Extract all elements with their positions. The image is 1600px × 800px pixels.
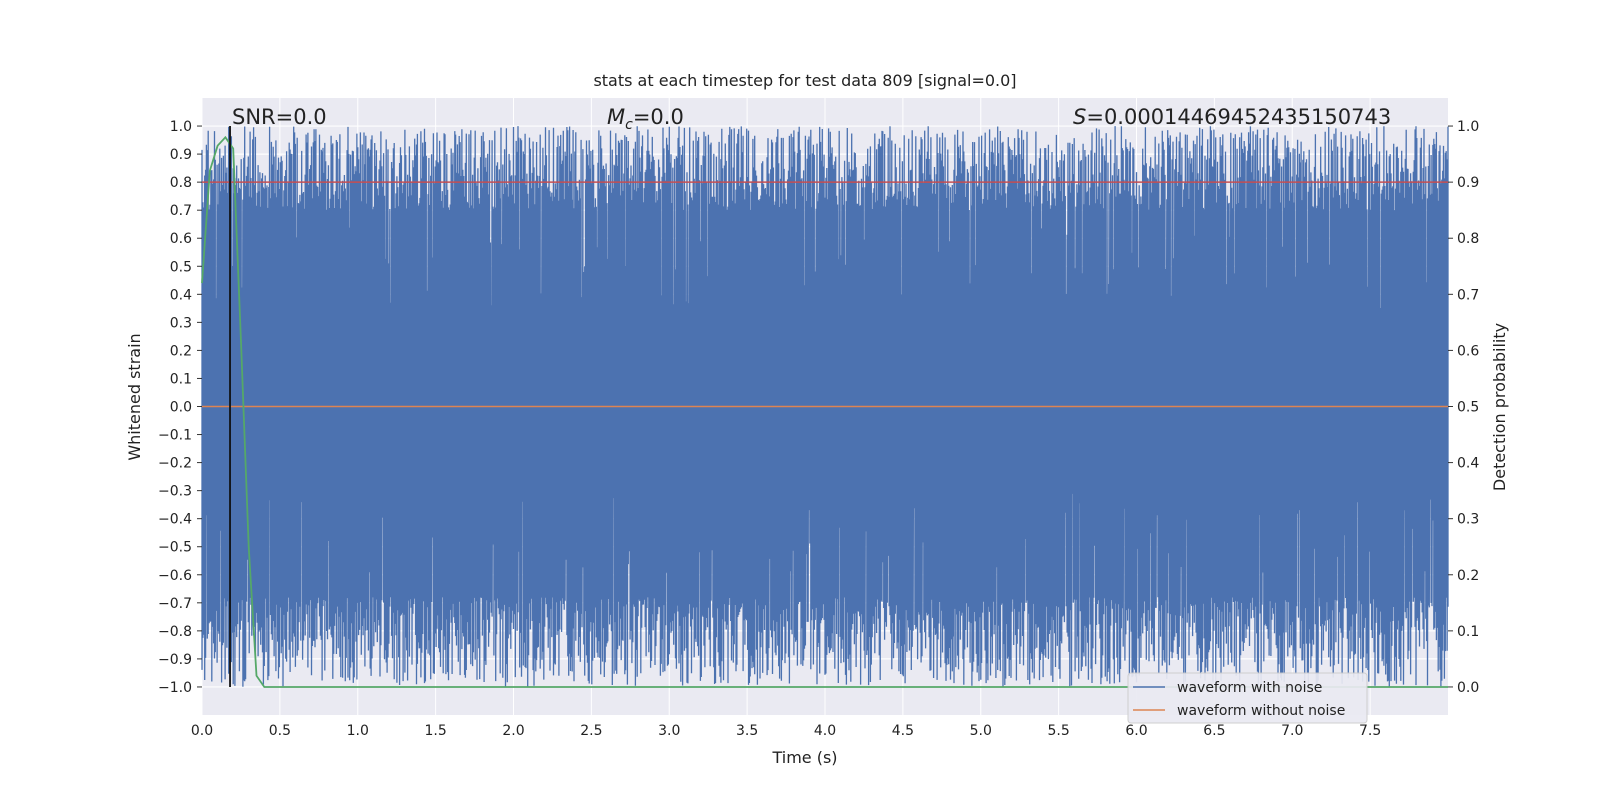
annotation-mc-sub: c bbox=[625, 117, 633, 133]
x-tick-label: 6.5 bbox=[1203, 723, 1225, 739]
y2-tick-label: 0.5 bbox=[1457, 400, 1479, 416]
annotation-snr: SNR=0.0 bbox=[232, 105, 327, 129]
waveform-with-noise-line bbox=[201, 126, 1449, 687]
y-tick-label: −0.2 bbox=[158, 456, 192, 472]
y2-tick-label: 0.2 bbox=[1457, 568, 1479, 584]
y2-tick-label: 0.0 bbox=[1457, 680, 1479, 696]
y2-tick-label: 0.9 bbox=[1457, 175, 1479, 191]
y-tick-label: 0.0 bbox=[170, 400, 192, 416]
x-tick-label: 1.5 bbox=[424, 723, 446, 739]
x-tick-label: 5.5 bbox=[1047, 723, 1069, 739]
y-tick-label: −0.4 bbox=[158, 512, 192, 528]
y-tick-label: 0.6 bbox=[170, 231, 192, 247]
y2-axis-ticks: 1.0 0.9 0.8 0.7 0.6 0.5 0.4 0.3 0.2 0.1 0.0 bbox=[1448, 119, 1479, 696]
y-tick-label: −0.8 bbox=[158, 624, 192, 640]
x-tick-label: 6.0 bbox=[1125, 723, 1147, 739]
legend-box bbox=[1127, 672, 1368, 724]
y-tick-label: −1.0 bbox=[158, 680, 192, 696]
annotation-mc: Mc=0.0 bbox=[607, 105, 684, 133]
annotation-s-value: =0.00014469452435150743 bbox=[1086, 105, 1391, 129]
y-tick-label: 0.1 bbox=[170, 371, 192, 387]
y2-tick-label: 1.0 bbox=[1457, 119, 1479, 135]
chart-title: stats at each timestep for test data 809… bbox=[593, 71, 1016, 90]
x-tick-label: 0.5 bbox=[269, 723, 291, 739]
y-tick-label: 0.7 bbox=[170, 203, 192, 219]
x-tick-label: 3.5 bbox=[736, 723, 758, 739]
detection-probability-line bbox=[201, 135, 1448, 688]
x-axis-label: Time (s) bbox=[771, 748, 837, 767]
y-tick-label: 0.9 bbox=[170, 147, 192, 163]
x-tick-label: 1.0 bbox=[347, 723, 369, 739]
series-waveform-with-noise bbox=[201, 126, 1449, 687]
legend-label-noise: waveform with noise bbox=[1177, 680, 1322, 696]
y-tick-label: 0.3 bbox=[170, 315, 192, 331]
y2-tick-label: 0.3 bbox=[1457, 512, 1479, 528]
x-tick-label: 4.5 bbox=[892, 723, 914, 739]
y2-tick-label: 0.4 bbox=[1457, 456, 1479, 472]
x-tick-label: 2.5 bbox=[580, 723, 602, 739]
y-tick-label: 0.2 bbox=[170, 343, 192, 359]
y2-axis-label: Detection probability bbox=[1490, 323, 1509, 491]
y-axis-label: Whitened strain bbox=[125, 333, 144, 460]
y2-tick-label: 0.1 bbox=[1457, 624, 1479, 640]
x-tick-label: 2.0 bbox=[502, 723, 524, 739]
y-axis-ticks: 1.0 0.9 0.8 0.7 0.6 0.5 0.4 0.3 0.2 0.1 0.0 −0.1 −0.… bbox=[158, 119, 202, 696]
annotation-s: S=0.00014469452435150743 bbox=[1073, 105, 1391, 129]
y-tick-label: 0.8 bbox=[170, 175, 192, 191]
annotation-mc-symbol: M bbox=[607, 105, 625, 129]
legend-label-clean: waveform without noise bbox=[1177, 703, 1345, 719]
y-tick-label: 0.4 bbox=[170, 287, 192, 303]
y-tick-label: −0.7 bbox=[158, 596, 192, 612]
y-tick-label: −0.5 bbox=[158, 540, 192, 556]
y2-tick-label: 0.7 bbox=[1457, 287, 1479, 303]
y-tick-label: 0.5 bbox=[170, 259, 192, 275]
y-tick-label: −0.1 bbox=[158, 428, 192, 444]
y2-tick-label: 0.6 bbox=[1457, 343, 1479, 359]
x-axis-ticks: 0.0 0.5 1.0 1.5 2.0 2.5 3.0 3.5 4.0 4.5 5.0 5.5 6.0 6… bbox=[191, 723, 1381, 739]
x-tick-label: 0.0 bbox=[191, 723, 213, 739]
y-tick-label: −0.6 bbox=[158, 568, 192, 584]
x-tick-label: 7.5 bbox=[1359, 723, 1381, 739]
y-tick-label: −0.9 bbox=[158, 652, 192, 668]
y-tick-label: 1.0 bbox=[170, 119, 192, 135]
x-tick-label: 4.0 bbox=[814, 723, 836, 739]
x-tick-label: 3.0 bbox=[658, 723, 680, 739]
x-tick-label: 7.0 bbox=[1281, 723, 1303, 739]
annotation-mc-value: =0.0 bbox=[633, 105, 684, 129]
y-tick-label: −0.3 bbox=[158, 484, 192, 500]
overlay-lines bbox=[201, 126, 1448, 688]
annotation-s-symbol: S bbox=[1073, 105, 1086, 129]
y2-tick-label: 0.8 bbox=[1457, 231, 1479, 247]
x-tick-label: 5.0 bbox=[970, 723, 992, 739]
legend: waveform with noise waveform without noi… bbox=[1127, 672, 1368, 724]
